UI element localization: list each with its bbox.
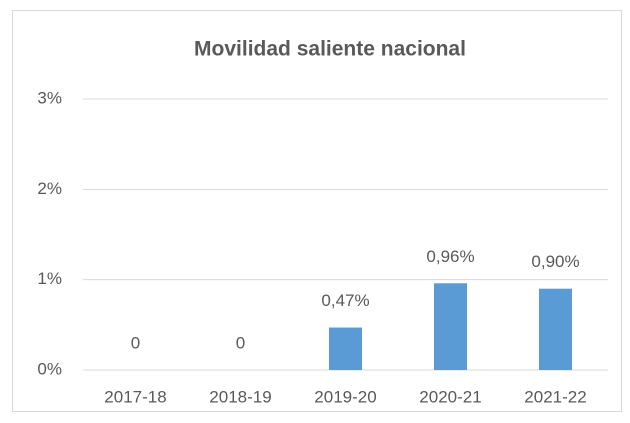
x-tick-label: 2019-20 bbox=[314, 387, 376, 406]
y-tick-label: 1% bbox=[37, 269, 62, 288]
bar bbox=[434, 283, 467, 370]
value-label: 0,96% bbox=[426, 247, 474, 266]
y-tick-label: 3% bbox=[37, 88, 62, 107]
x-tick-label: 2021-22 bbox=[524, 387, 586, 406]
bar bbox=[539, 288, 572, 370]
x-tick-label: 2017-18 bbox=[104, 387, 166, 406]
value-label: 0,90% bbox=[531, 252, 579, 271]
x-tick-label: 2018-19 bbox=[209, 387, 271, 406]
y-tick-label: 2% bbox=[37, 179, 62, 198]
value-label: 0,47% bbox=[321, 291, 369, 310]
value-label: 0 bbox=[236, 333, 245, 352]
value-label: 0 bbox=[131, 333, 140, 352]
bar bbox=[329, 327, 362, 370]
chart-border bbox=[12, 10, 622, 412]
y-tick-label: 0% bbox=[37, 359, 62, 378]
x-tick-label: 2020-21 bbox=[419, 387, 481, 406]
chart-title: Movilidad saliente nacional bbox=[194, 38, 466, 61]
